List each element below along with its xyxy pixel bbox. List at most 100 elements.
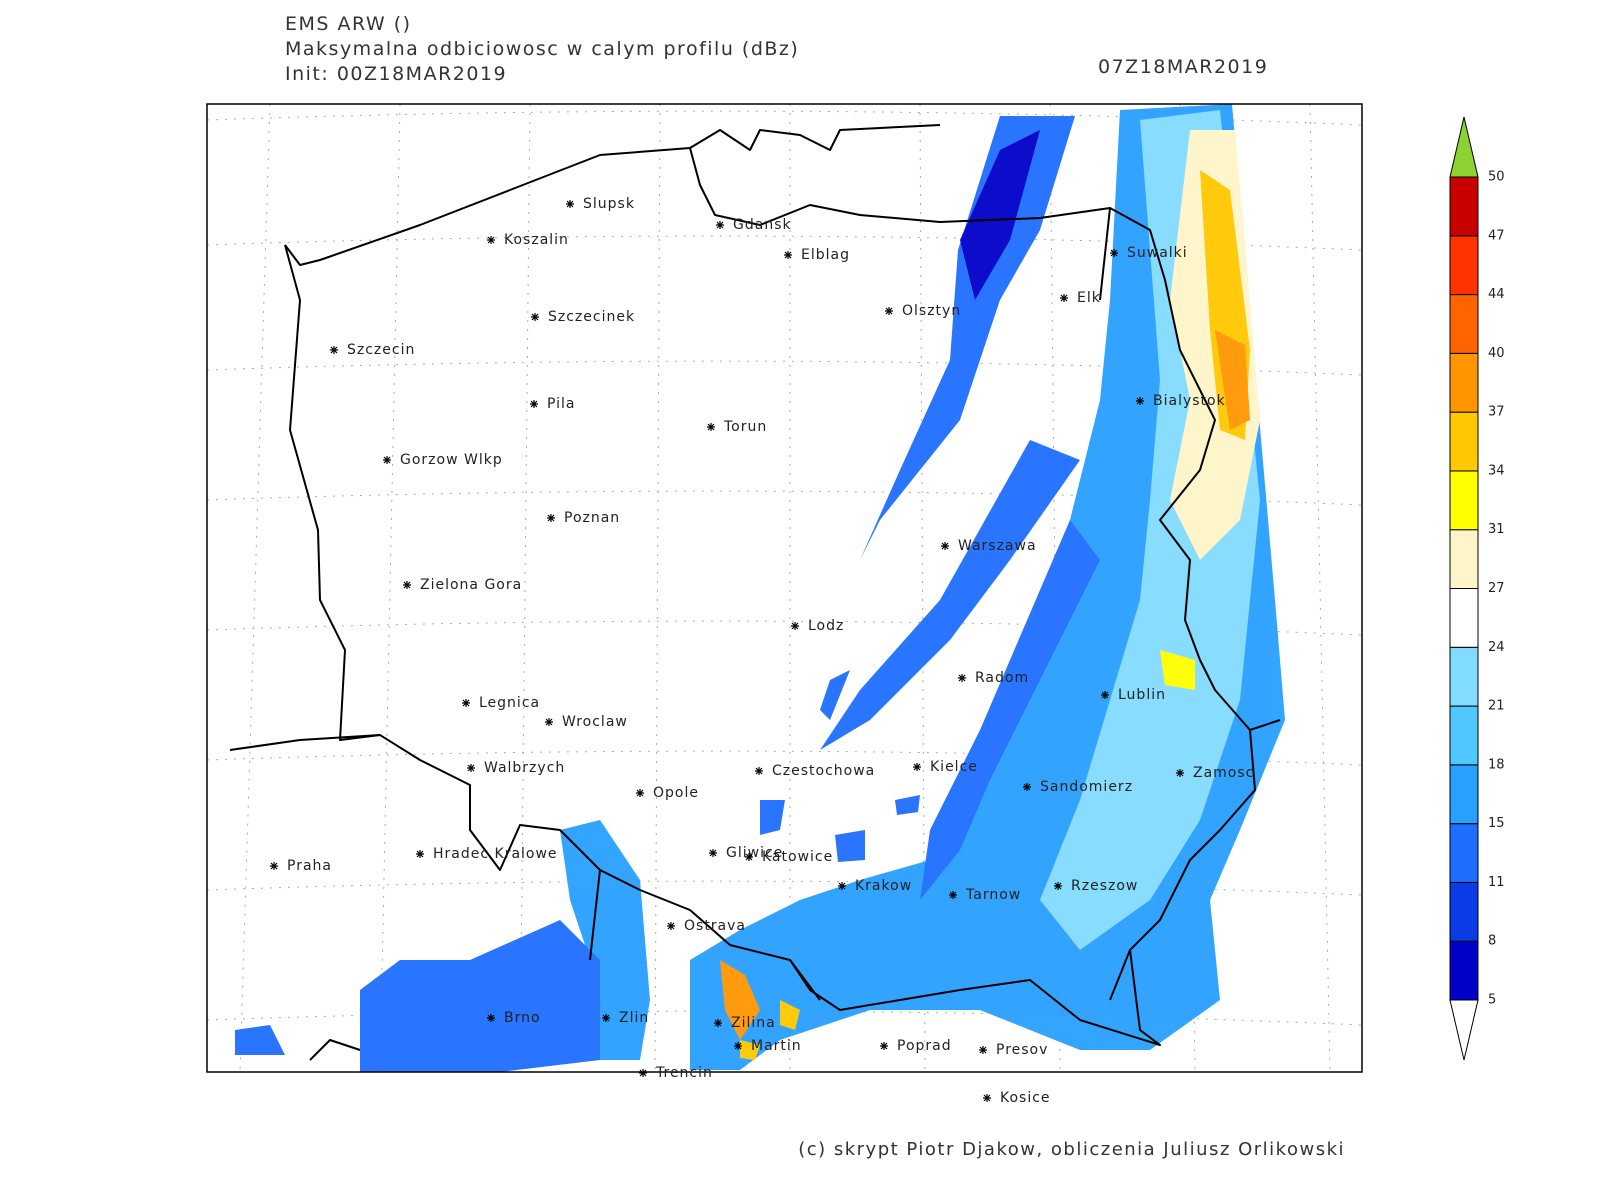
city-name: Pila [547,396,576,412]
city-marker [949,891,957,899]
colorbar-label: 8 [1488,934,1496,949]
colorbar-label: 24 [1488,640,1505,655]
map-area [207,104,1362,1072]
city-marker [958,674,966,682]
city-marker [1136,397,1144,405]
city-name: Radom [975,670,1029,686]
colorbar-over [1449,116,1479,178]
city-marker [330,346,338,354]
colorbar-label: 5 [1488,993,1496,1008]
city-name: Walbrzych [484,760,565,776]
city-name: Martin [751,1038,802,1054]
city-marker [566,200,574,208]
city-name: Katowice [762,849,833,865]
city-marker [530,400,538,408]
map-frame [206,103,1363,1073]
city-marker [755,767,763,775]
colorbar-label: 11 [1488,875,1505,890]
colorbar-label: 27 [1488,581,1505,596]
city-marker [487,1014,495,1022]
city-marker [1110,249,1118,257]
city-name: Rzeszow [1071,878,1138,894]
city-name: Poprad [897,1038,952,1054]
colorbar-under [1449,999,1479,1061]
city-name: Gliwice [726,845,783,861]
city-name: Torun [723,419,767,435]
city-marker [1060,294,1068,302]
city-name: Zlin [619,1010,649,1026]
city-marker [880,1042,888,1050]
city-name: Elblag [801,247,850,263]
city-marker [979,1046,987,1054]
city-name: Czestochowa [772,763,875,779]
colorbar-band [1449,235,1479,296]
colorbar-band [1449,646,1479,707]
city-marker [707,423,715,431]
city-name: Lublin [1118,687,1166,703]
city-name: Koszalin [504,232,569,248]
colorbar-label: 15 [1488,816,1505,831]
colorbar-band [1449,411,1479,472]
city-name: Tarnow [965,887,1021,903]
colorbar-band [1449,529,1479,590]
city-name: Bialystok [1153,393,1226,409]
colorbar-band [1449,470,1479,531]
colorbar-band [1449,294,1479,354]
city-marker [602,1014,610,1022]
field-title: Maksymalna odbiciowosc w calym profilu (… [285,38,799,60]
colorbar-band [1449,176,1479,237]
city-marker [416,850,424,858]
colorbar-label: 37 [1488,405,1505,420]
city-name: Kosice [1000,1090,1051,1106]
city-name: Gdansk [733,217,792,233]
city-name: Gorzow Wlkp [400,452,503,468]
city-marker [636,789,644,797]
city-marker [403,581,411,589]
city-marker [716,221,724,229]
city-marker [462,699,470,707]
country-borders [229,124,1281,1061]
colorbar-band [1449,881,1479,942]
colorbar-label: 31 [1488,522,1505,537]
city-name: Presov [996,1042,1048,1058]
city-name: Poznan [564,510,620,526]
city-marker [639,1069,647,1077]
colorbar-label: 34 [1488,463,1505,478]
city-marker [1176,769,1184,777]
city-name: Legnica [479,695,540,711]
colorbar-band [1449,705,1479,766]
city-name: Lodz [808,618,844,634]
city-marker [547,514,555,522]
colorbar-band [1449,940,1479,1001]
city-name: Warszawa [958,538,1037,554]
city-marker [885,307,893,315]
city-marker [709,849,717,857]
city-name: Szczecinek [548,309,635,325]
city-name: Sandomierz [1040,779,1133,795]
city-name: Suwalki [1127,245,1188,261]
city-labels: Slupsk Koszalin Gdansk Elblag Olsztyn Suwalki… [270,196,1254,1106]
city-marker [983,1094,991,1102]
city-name: Krakow [855,878,912,894]
city-marker [1054,882,1062,890]
city-name: Szczecin [347,342,415,358]
credits: (c) skrypt Piotr Djakow, obliczenia Juli… [798,1139,1345,1160]
city-name: Zilina [731,1015,776,1031]
city-marker [791,622,799,630]
city-marker [745,853,753,861]
city-marker [714,1019,722,1027]
city-name: Trencin [655,1065,713,1081]
city-name: Elk [1077,290,1101,306]
city-name: Ostrava [684,918,746,934]
city-name: Praha [287,858,332,874]
city-name: Zamosc [1193,765,1254,781]
city-marker [838,882,846,890]
reflectivity-field [235,104,1285,1072]
colorbar-label: 18 [1488,757,1505,772]
colorbar-label: 50 [1488,170,1505,185]
colorbar-label: 40 [1488,346,1505,361]
city-name: Hradec Kralowe [433,846,558,862]
init-time: Init: 00Z18MAR2019 [285,63,507,85]
